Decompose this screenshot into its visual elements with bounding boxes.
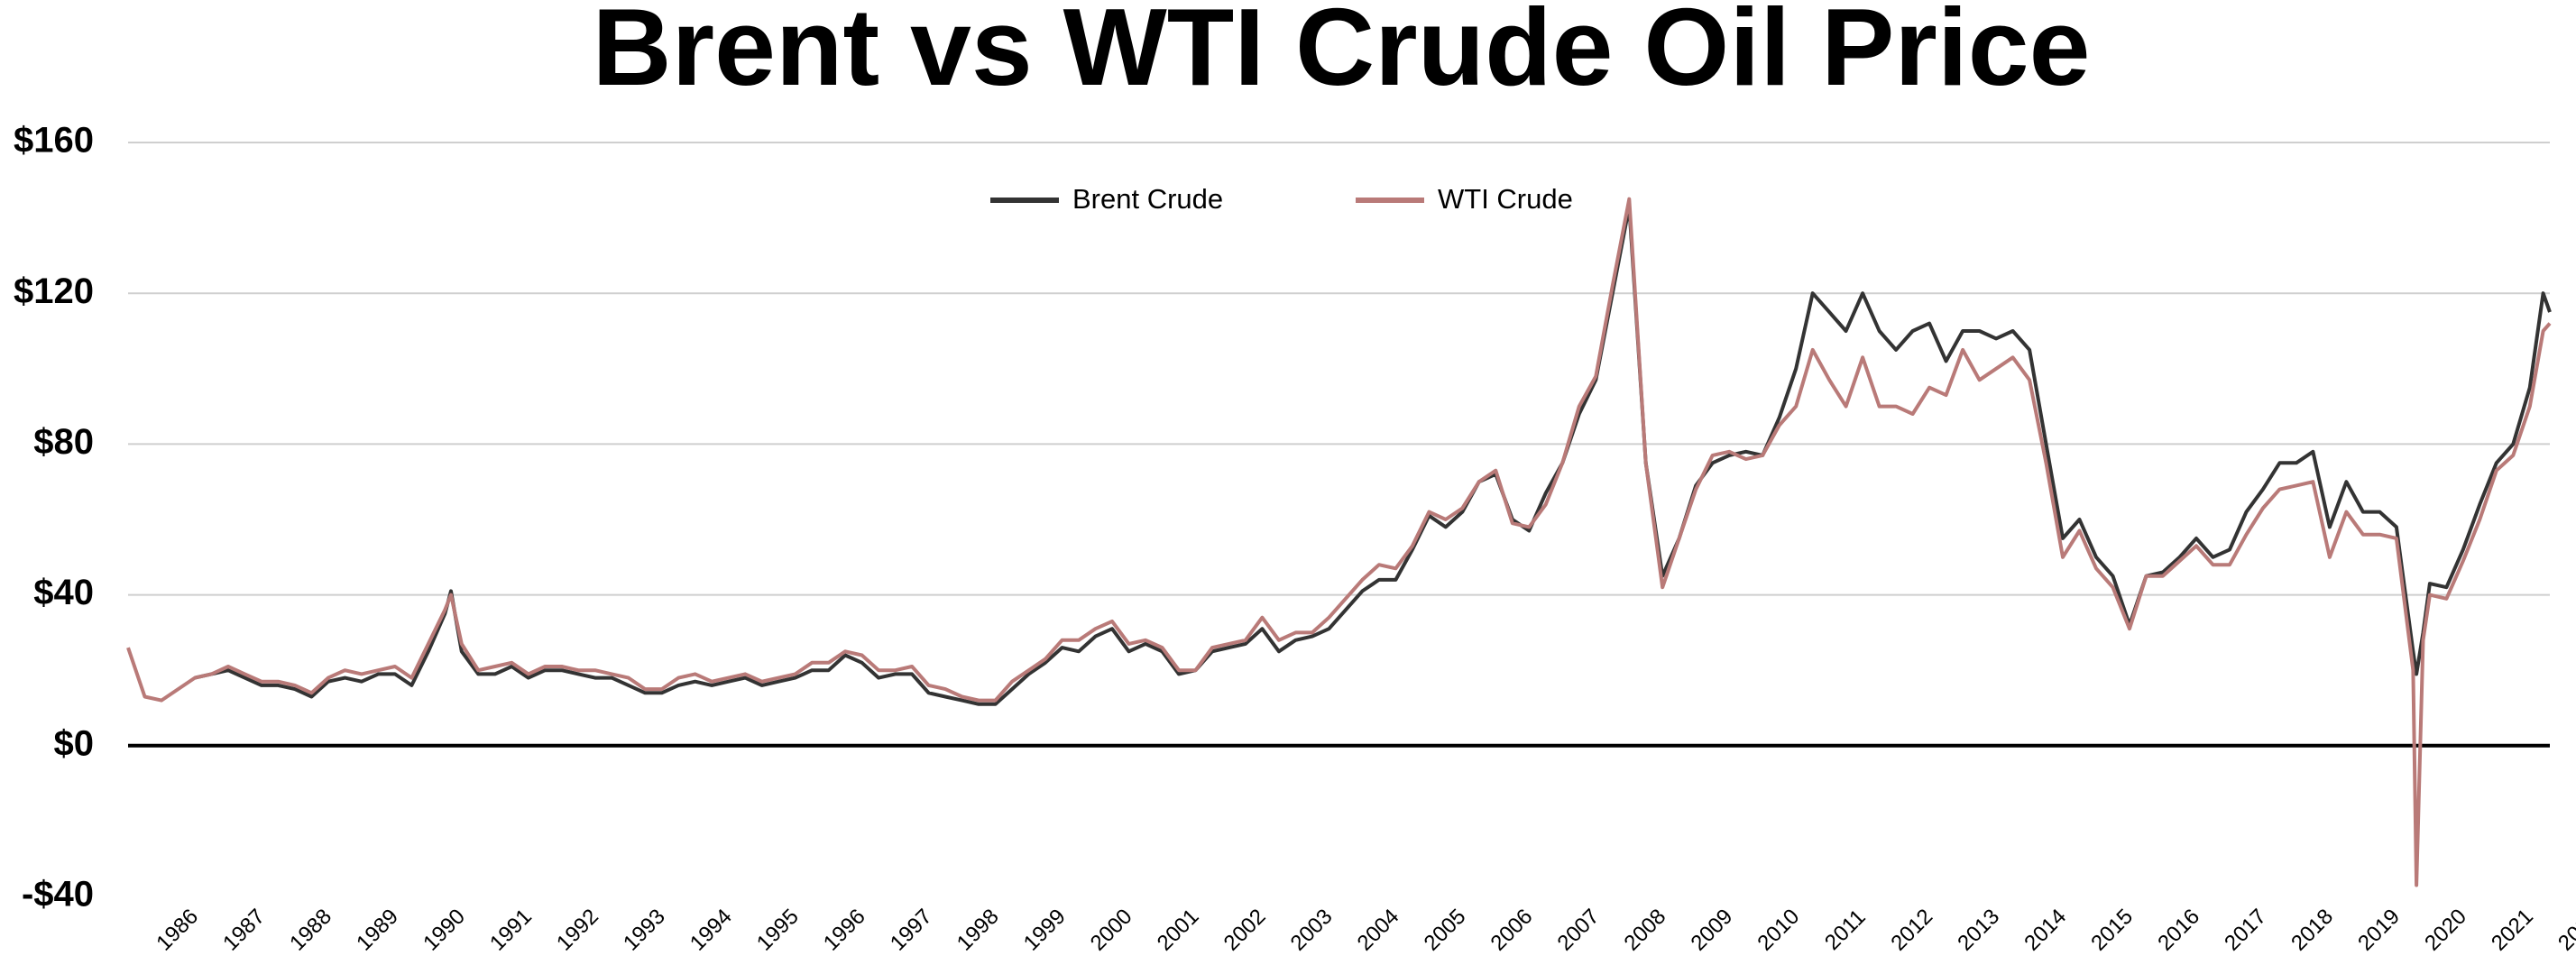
y-tick-label: -$40 [22, 875, 94, 914]
x-tick-label: 2005 [1420, 905, 1471, 956]
x-tick-label: 1989 [352, 905, 403, 956]
x-tick-label: 1992 [552, 905, 603, 956]
legend-label: WTI Crude [1438, 183, 1573, 215]
x-tick-label: 1986 [152, 905, 203, 956]
x-tick-label: 1987 [218, 905, 270, 956]
legend-label: Brent Crude [1072, 183, 1223, 215]
x-tick-label: 2018 [2286, 905, 2338, 956]
x-tick-label: 1994 [685, 905, 737, 956]
x-tick-label: 2011 [1820, 905, 1871, 955]
x-tick-label: 1997 [886, 905, 937, 956]
y-tick-label: $40 [33, 573, 94, 612]
x-tick-label: 1988 [285, 905, 336, 956]
x-tick-label: 2009 [1686, 905, 1737, 956]
x-tick-label: 2015 [2086, 905, 2138, 956]
x-tick-label: 2021 [2487, 905, 2538, 956]
x-tick-label: 2016 [2153, 905, 2204, 956]
x-tick-label: 1996 [819, 905, 870, 956]
x-tick-label: 2013 [1953, 905, 2004, 956]
y-tick-label: $0 [54, 723, 95, 763]
x-tick-label: 1991 [485, 905, 537, 956]
x-tick-label: 1995 [752, 905, 804, 956]
x-tick-label: 2003 [1286, 905, 1338, 956]
x-tick-label: 2010 [1753, 905, 1804, 956]
x-tick-label: 2006 [1486, 905, 1538, 956]
x-tick-label: 2001 [1153, 905, 1204, 956]
y-tick-label: $80 [33, 422, 94, 462]
x-tick-label: 1993 [619, 905, 670, 956]
x-tick-label: 2012 [1886, 905, 1937, 956]
x-tick-label: 2000 [1086, 905, 1137, 956]
x-tick-label: 2002 [1219, 905, 1271, 956]
x-tick-label: 1990 [419, 905, 470, 956]
x-tick-label: 1998 [952, 905, 1004, 956]
x-tick-label: 2017 [2220, 905, 2271, 956]
x-tick-label: 2019 [2353, 905, 2405, 956]
y-tick-label: $160 [14, 121, 94, 161]
x-tick-label: 1999 [1019, 905, 1071, 956]
series-line [126, 197, 2552, 887]
x-tick-label: 2007 [1553, 905, 1605, 956]
x-tick-label: 2008 [1620, 905, 1671, 956]
series-line [194, 205, 2552, 706]
y-tick-label: $120 [14, 271, 94, 311]
x-tick-label: 2022 [2553, 905, 2576, 956]
x-tick-label: 2004 [1353, 905, 1404, 956]
chart-title: Brent vs WTI Crude Oil Price [593, 0, 2091, 108]
x-tick-label: 2014 [2019, 905, 2071, 956]
x-tick-label: 2020 [2420, 905, 2471, 956]
